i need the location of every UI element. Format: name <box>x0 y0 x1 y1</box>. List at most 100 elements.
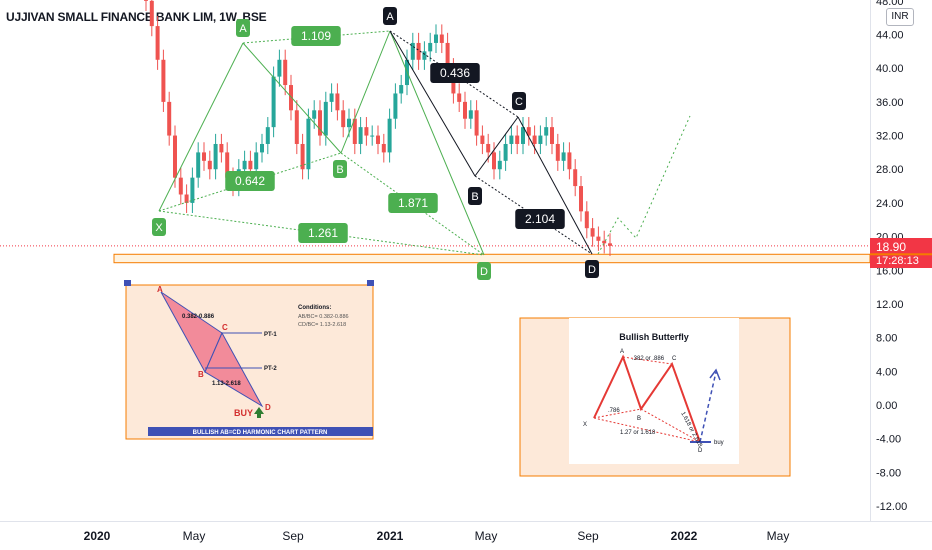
candle-body <box>434 34 438 43</box>
candle-body <box>457 93 462 102</box>
point-d-black: D <box>585 260 599 278</box>
currency-badge[interactable]: INR <box>886 8 914 26</box>
point-badge-bg <box>512 92 526 110</box>
point-badge-bg <box>333 160 347 178</box>
candle-body <box>265 127 270 144</box>
point-badge-bg <box>152 218 166 236</box>
candle-body <box>190 177 195 203</box>
candle-body <box>463 101 467 119</box>
candle-body <box>213 143 218 170</box>
candle-body <box>283 59 288 86</box>
point-c-black: C <box>512 92 526 110</box>
legend-label-d: D <box>265 403 271 412</box>
candle-body <box>486 143 491 153</box>
ratio-xd: 1.261 <box>298 223 348 243</box>
candle-body <box>602 240 607 244</box>
legend-ratio-top: 0.382-0.886 <box>182 314 215 320</box>
abcd-leg-cd <box>517 116 593 255</box>
ratio-ac: 0.436 <box>430 63 480 83</box>
candle-body <box>509 135 514 144</box>
price-tick-label: 4.00 <box>876 366 897 378</box>
point-a-black: A <box>383 7 397 25</box>
price-tick-label: 12.00 <box>876 299 904 311</box>
pattern-leg-bc <box>340 30 391 154</box>
point-badge-text: B <box>471 191 478 203</box>
candle-body <box>318 110 322 136</box>
last-price-bg <box>870 238 932 268</box>
abcd-ratio-bd <box>474 175 593 255</box>
candle-body <box>306 118 311 170</box>
legend-pt1: PT-1 <box>264 332 277 338</box>
price-tick-label: 40.00 <box>876 63 904 75</box>
pattern-leg-ab <box>242 42 342 154</box>
ratio-bg <box>515 209 565 229</box>
legend-condition-1: AB/BC= 0.382-0.886 <box>298 314 349 320</box>
price-tick-label: -12.00 <box>876 501 907 513</box>
candle-body <box>364 127 369 136</box>
point-b: B <box>333 160 347 178</box>
legend-box <box>125 284 374 440</box>
symbol-title: UJJIVAN SMALL FINANCE BANK LIM, 1W, BSE <box>6 10 267 24</box>
candle-body <box>416 42 421 60</box>
candle-body <box>202 152 206 161</box>
ratio-xa-ab: 1.109 <box>291 26 341 46</box>
legend-condition-2: CD/BC= 1.13-2.618 <box>298 322 346 328</box>
candle-body <box>503 143 508 161</box>
candle-body <box>329 93 334 102</box>
candle-body <box>376 135 380 144</box>
candle-body <box>497 160 502 170</box>
candle-body <box>149 0 154 27</box>
countdown-value: 17:28:13 <box>876 255 919 267</box>
ratio-text: 1.109 <box>301 29 331 43</box>
point-badge-text: A <box>386 11 394 23</box>
candle-body <box>300 143 305 170</box>
abcd-pattern-legend: PT-1 PT-2 A B C D 0.382-0.886 1.13-2.618 Conditi… <box>124 280 374 440</box>
price-tick-label: -4.00 <box>876 434 901 446</box>
legend-handle-right <box>367 280 374 286</box>
candle-body <box>248 160 253 170</box>
candle-body <box>608 243 612 246</box>
candle-body <box>445 42 450 69</box>
candle-body <box>515 135 520 144</box>
ratio-bg <box>225 171 275 191</box>
legend-banner: BULLISH AB=CD HARMONIC CHART PATTERN <box>193 430 328 436</box>
butterfly-arrow-icon <box>709 368 721 381</box>
point-a: A <box>236 19 250 37</box>
price-tick-label: 24.00 <box>876 198 904 210</box>
point-b-black: B <box>468 187 482 205</box>
time-tick-label: May <box>475 529 498 543</box>
time-tick-label: Sep <box>282 529 304 543</box>
candle-body <box>254 152 259 170</box>
legend-handle-left <box>124 280 131 286</box>
candle-body <box>474 110 479 136</box>
point-badge-text: X <box>155 222 163 234</box>
butterfly-label-d: D <box>698 448 703 454</box>
candle-body <box>155 26 160 60</box>
legend-pt2: PT-2 <box>264 366 277 372</box>
candle-body <box>393 93 398 119</box>
butterfly-label-c: C <box>672 356 677 362</box>
legend-label-c: C <box>222 323 228 332</box>
point-badge-bg <box>383 7 397 25</box>
candle-body <box>573 169 578 187</box>
candle-body <box>277 59 282 77</box>
candle-body <box>184 194 189 203</box>
point-badge-text: D <box>480 266 488 278</box>
price-tick-label: 8.00 <box>876 333 897 345</box>
price-tick-label: 36.00 <box>876 97 904 109</box>
legend-banner-bg <box>148 427 373 436</box>
candle-body <box>196 152 201 178</box>
candle-body <box>335 93 340 111</box>
candle-body <box>242 160 247 170</box>
point-d-green: D <box>477 262 491 280</box>
candle-body <box>567 152 572 170</box>
candle-body <box>289 85 293 111</box>
butterfly-ac <box>622 356 673 365</box>
pattern-leg-cd <box>389 30 485 256</box>
ratio-text: 0.436 <box>440 66 470 80</box>
candle-body <box>144 0 148 1</box>
candle-body <box>347 118 351 128</box>
pattern-leg-xa <box>158 42 244 212</box>
